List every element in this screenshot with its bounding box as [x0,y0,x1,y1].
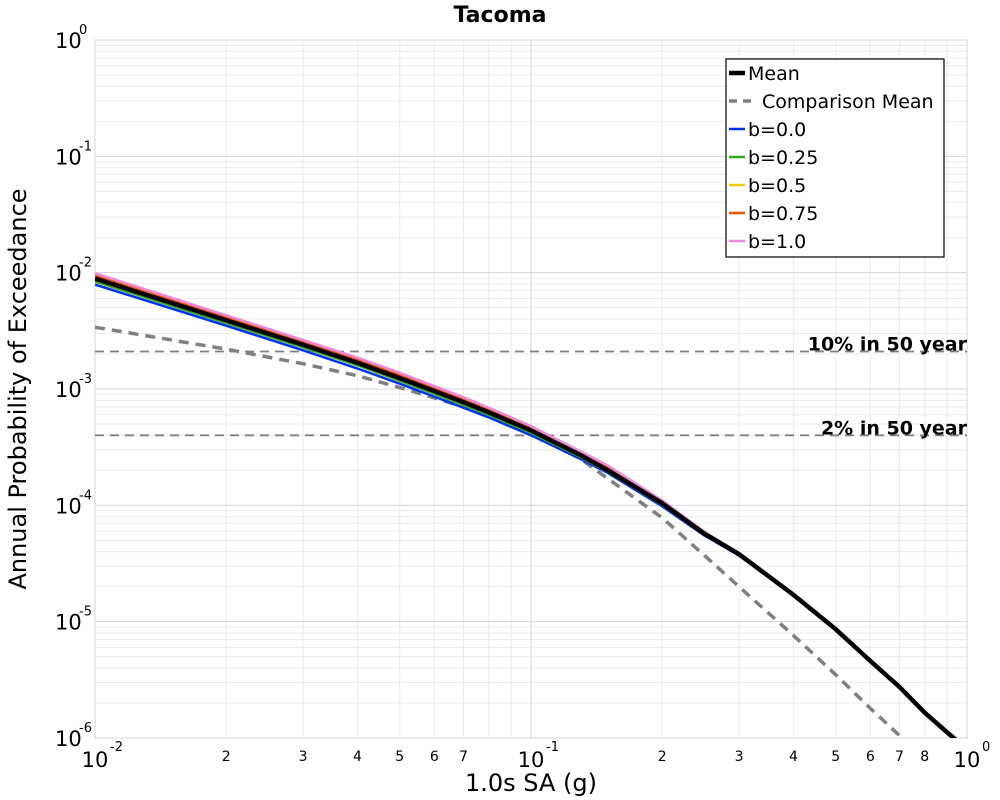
y-tick-base: 10 [55,378,82,402]
y-tick-base: 10 [55,262,82,286]
y-tick-exponent: -2 [79,256,92,271]
legend-item: b=1.0 [729,231,806,253]
x-minor-tick-label: 6 [430,749,439,765]
y-tick-exponent: -4 [79,488,92,503]
y-tick-exponent: 0 [79,23,87,38]
x-minor-tick-label: 4 [789,749,798,765]
series-line-comparison-mean [95,325,905,738]
y-major-tick-label: 100 [55,23,87,53]
y-tick-exponent: -1 [79,139,92,154]
y-tick-base: 10 [55,727,82,751]
legend: Mean Comparison Mean b=0.0 b=0.25 b=0.5 b=0.7… [725,58,945,258]
y-major-tick-label: 10-1 [55,139,92,169]
y-tick-base: 10 [55,145,82,169]
reference-line-label: 2% in 50 year [821,417,968,439]
legend-label: b=0.0 [748,119,806,141]
x-minor-tick-label: 7 [459,749,468,765]
y-tick-base: 10 [55,611,82,635]
y-major-tick-label: 10-4 [55,488,92,518]
legend-label: Comparison Mean [762,91,934,113]
x-major-tick-label: 100 [954,740,991,772]
reference-line-label: 10% in 50 year [808,334,968,356]
x-tick-base: 10 [82,748,109,772]
y-tick-exponent: -5 [79,605,92,620]
legend-item: b=0.25 [729,147,818,169]
x-major-tick-label: 10-2 [82,740,123,772]
x-tick-base: 10 [518,748,545,772]
x-minor-tick-label: 4 [353,749,362,765]
x-minor-tick-label: 3 [735,749,744,765]
y-axis-title: Annual Probability of Exceedance [4,188,32,589]
x-minor-tick-label: 5 [395,749,404,765]
legend-label: b=0.75 [748,203,818,225]
x-major-tick-label: 10-1 [518,740,559,772]
x-tick-exponent: -2 [110,740,123,755]
legend-item: Mean [729,63,800,85]
x-tick-exponent: -1 [546,740,559,755]
y-major-tick-label: 10-6 [55,721,92,751]
legend-item: b=0.5 [729,175,806,197]
series-lines [95,271,958,738]
legend-label: b=1.0 [748,231,806,253]
legend-label: b=0.25 [748,147,818,169]
y-tick-exponent: -3 [79,372,92,387]
legend-box [725,58,945,258]
x-minor-tick-label: 8 [920,749,929,765]
x-axis-title: 1.0s SA (g) [465,769,597,797]
series-line-mean [95,276,958,738]
legend-label: Mean [748,63,800,85]
legend-item: Comparison Mean [729,91,934,113]
x-minor-tick-label: 6 [866,749,875,765]
x-tick-base: 10 [954,748,981,772]
legend-item: b=0.75 [729,203,818,225]
legend-label: b=0.5 [748,175,806,197]
y-major-tick-label: 10-5 [55,605,92,635]
y-tick-exponent: -6 [79,721,92,736]
x-minor-tick-label: 5 [831,749,840,765]
y-tick-base: 10 [55,29,82,53]
x-minor-tick-label: 7 [895,749,904,765]
x-tick-exponent: 0 [982,740,990,755]
x-minor-tick-label: 3 [299,749,308,765]
x-minor-tick-label: 2 [222,749,231,765]
y-tick-base: 10 [55,494,82,518]
x-minor-tick-label: 2 [658,749,667,765]
chart-title: Tacoma [454,3,547,28]
y-major-tick-label: 10-3 [55,372,92,402]
y-major-tick-label: 10-2 [55,256,92,286]
legend-item: b=0.0 [729,119,806,141]
